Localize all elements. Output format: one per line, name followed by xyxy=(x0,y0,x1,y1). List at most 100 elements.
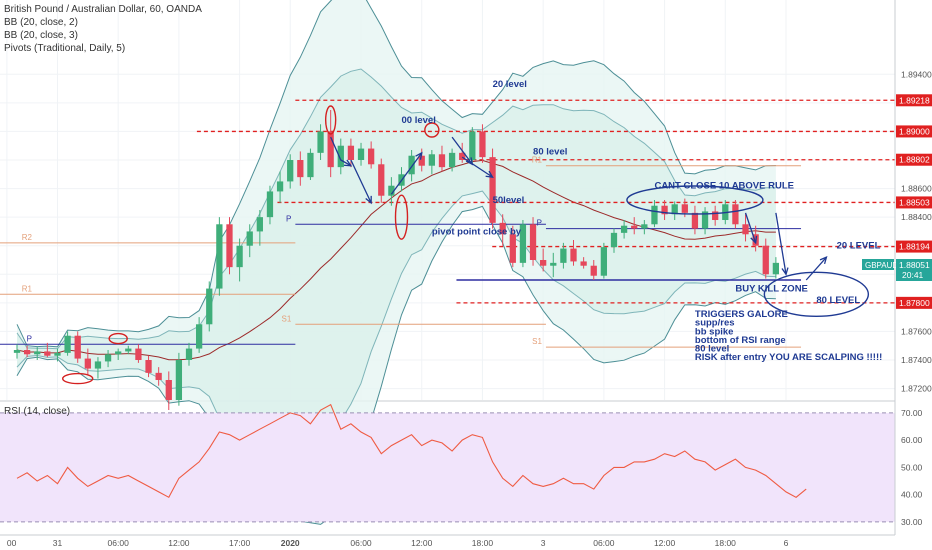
drawn-ellipse-blue xyxy=(626,185,764,215)
indicator-bb-3: BB (20, close, 3) xyxy=(4,30,78,41)
chart-title: British Pound / Australian Dollar, 60, O… xyxy=(4,4,202,15)
time-tick-label: 06:00 xyxy=(593,538,615,548)
candle-body xyxy=(631,225,638,229)
drawn-arrow xyxy=(775,212,787,275)
rsi-tick-label: 60.00 xyxy=(901,435,923,445)
candle-body xyxy=(115,351,122,355)
drawn-arrow-head xyxy=(343,159,353,167)
candle-body xyxy=(519,224,527,263)
band-inner-line xyxy=(16,190,776,448)
candle-body xyxy=(276,181,284,192)
time-tick-label: 12:00 xyxy=(168,538,190,548)
chart-annotation: 80 level xyxy=(695,343,729,354)
time-tick-label: 06:00 xyxy=(108,538,130,548)
candle-body xyxy=(135,348,142,360)
hand-drawings xyxy=(62,105,870,385)
candle-body xyxy=(206,288,213,325)
drawn-arrow xyxy=(451,136,473,165)
candle-body xyxy=(428,154,435,166)
drawn-ellipse xyxy=(108,332,128,345)
candle-body xyxy=(13,350,21,353)
candle-body xyxy=(469,131,476,160)
candle-body xyxy=(287,160,294,182)
chart-annotation: supp/res xyxy=(695,318,735,329)
candle-body xyxy=(448,152,456,168)
bollinger-bands xyxy=(16,0,776,525)
chart-annotation: 80 level xyxy=(533,146,567,157)
price-tag-box xyxy=(896,125,932,138)
candle-body xyxy=(236,245,243,268)
candle-body xyxy=(701,211,709,229)
candle-body xyxy=(438,154,446,168)
time-tick-label: 06:00 xyxy=(350,538,372,548)
candle-body xyxy=(84,358,91,369)
price-tick-label: 1.89400 xyxy=(901,69,932,79)
drawn-arrow-head xyxy=(485,170,494,178)
drawn-arrow-head xyxy=(365,195,372,205)
time-tick-label: 00 xyxy=(7,538,17,548)
symbol-tag-label: GBPAUD xyxy=(865,261,898,270)
candle-body xyxy=(661,205,668,215)
time-tick-label: 31 xyxy=(53,538,63,548)
time-tick-label: 6 xyxy=(784,538,789,548)
candle-body xyxy=(590,265,597,276)
drawn-ellipse-blue xyxy=(763,271,870,317)
candle-body xyxy=(691,212,699,229)
horizontal-levels: P P P R2 R1 S1 R1 S1 xyxy=(0,99,895,348)
bar-countdown-label: 20:41 xyxy=(902,270,924,280)
pivot-label: R2 xyxy=(22,233,33,242)
candle-body xyxy=(408,155,415,175)
candle-body xyxy=(742,224,749,235)
price-tag-box xyxy=(896,296,932,309)
drawn-ellipse xyxy=(424,122,440,138)
candle-body xyxy=(388,185,395,196)
candle-body xyxy=(762,245,769,275)
chart-annotation: 80 LEVEL xyxy=(816,295,860,306)
chart-annotation: bb spike xyxy=(695,326,734,337)
current-price-box xyxy=(896,259,932,281)
candle-body xyxy=(600,247,608,276)
drawn-ellipse xyxy=(324,105,337,135)
annotations: 20 level 00 level 80 level 50level pivot poi… xyxy=(402,79,883,363)
time-tick-label: 18:00 xyxy=(715,538,737,548)
drawn-arrow xyxy=(390,152,423,195)
candle-body xyxy=(671,204,678,215)
chart-annotation: RISK after entry YOU ARE SCALPING !!!!! xyxy=(695,352,882,363)
candle-body xyxy=(610,232,618,248)
price-axis[interactable]: 1.872001.874001.876001.878001.880001.882… xyxy=(862,0,932,550)
rsi-band xyxy=(0,412,895,522)
candle-body xyxy=(489,157,496,223)
chart-annotation: 20 LEVEL xyxy=(837,241,881,252)
chart-annotation: BUY KILL ZONE xyxy=(735,283,808,294)
drawn-arrow xyxy=(461,156,493,178)
chart-annotation: 00 level xyxy=(402,115,436,126)
indicator-bb-2: BB (20, close, 2) xyxy=(4,17,78,28)
price-tag-label: 1.88194 xyxy=(899,242,930,252)
pivot-label: R1 xyxy=(532,156,543,165)
price-tick-label: 1.87400 xyxy=(901,355,932,365)
candle-body xyxy=(550,262,557,266)
candle-body xyxy=(216,224,223,289)
drawn-arrow xyxy=(330,136,352,167)
rsi-tick-label: 50.00 xyxy=(901,462,923,472)
candle-body xyxy=(94,361,102,369)
drawn-arrow-head xyxy=(415,151,423,160)
time-tick-label: 2020 xyxy=(281,538,300,548)
candle-body xyxy=(195,324,203,349)
band-inner-line xyxy=(16,68,776,350)
candle-body xyxy=(297,160,304,178)
price-tick-label: 1.87600 xyxy=(901,326,932,336)
drawn-arrow-head xyxy=(781,267,789,276)
rsi-pane xyxy=(0,403,895,523)
candle-body xyxy=(499,222,506,235)
drawn-arrow xyxy=(805,256,827,281)
price-tag-box xyxy=(896,240,932,253)
price-tag-label: 1.89000 xyxy=(899,126,930,136)
time-axis[interactable]: 00 31 06:00 12:00 17:00 2020 06:00 12:00 18:00 3 0… xyxy=(0,534,895,548)
candle-body xyxy=(246,231,253,246)
rsi-tick-label: 40.00 xyxy=(901,490,923,500)
price-tag-label: 1.87800 xyxy=(899,298,930,308)
candle-body xyxy=(266,191,274,218)
rsi-tick-label: 70.00 xyxy=(901,408,923,418)
candle-body xyxy=(357,148,365,160)
